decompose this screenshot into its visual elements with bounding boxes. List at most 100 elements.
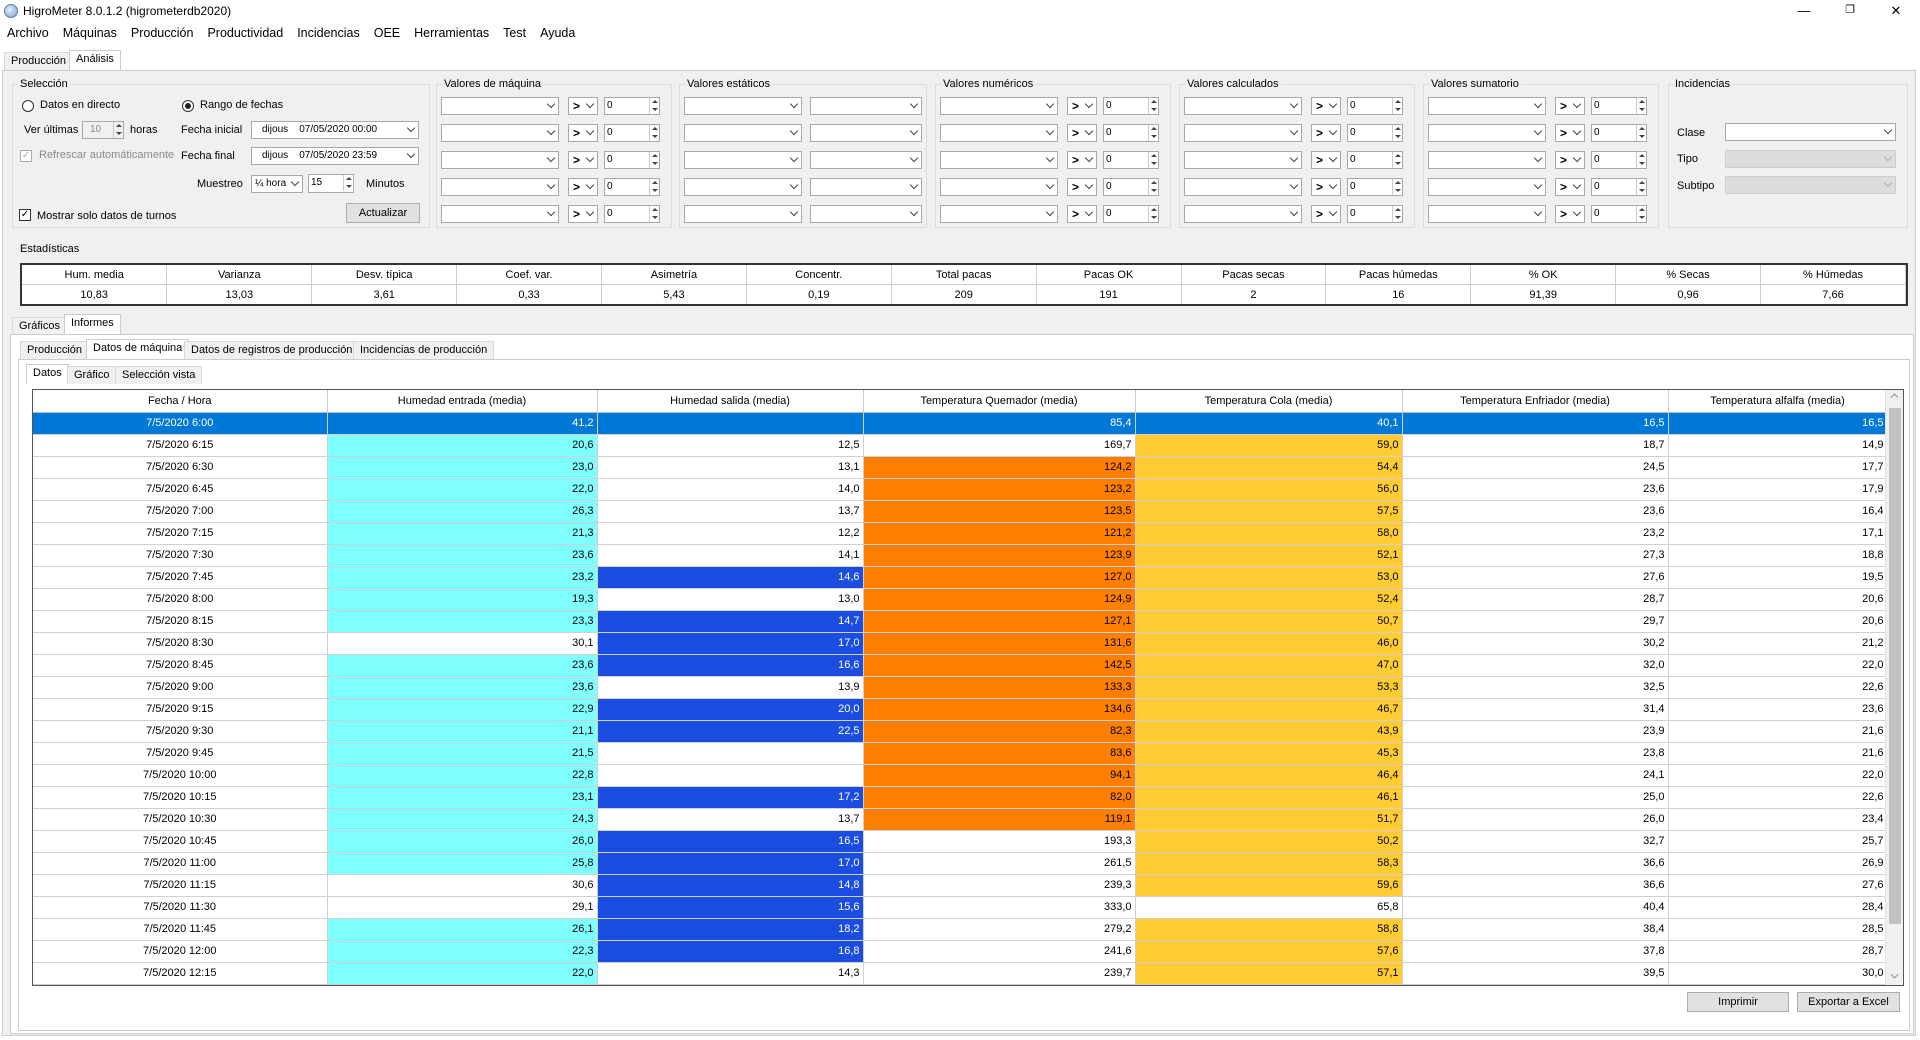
- table-cell[interactable]: 27,3: [1402, 544, 1669, 567]
- refrescar-checkbox[interactable]: ✓: [20, 150, 32, 162]
- table-cell[interactable]: 20,6: [327, 434, 598, 457]
- valores-estaticos-value-2[interactable]: [810, 124, 922, 142]
- valores-calculados-operator-4[interactable]: >: [1311, 178, 1341, 196]
- table-row[interactable]: 7/5/2020 7:45 23,2 14,6 127,0 53,0 27,6 19,5: [33, 566, 1888, 589]
- table-cell[interactable]: 13,9: [597, 676, 864, 699]
- valores-maquina-operator-4[interactable]: >: [568, 178, 598, 196]
- actualizar-button[interactable]: Actualizar: [346, 203, 420, 223]
- scroll-down-icon[interactable]: [1890, 970, 1899, 979]
- table-cell[interactable]: 17,9: [1668, 478, 1888, 501]
- column-header[interactable]: Humedad salida (media): [597, 390, 864, 413]
- table-row[interactable]: 7/5/2020 10:00 22,8 94,1 46,4 24,1 22,0: [33, 764, 1888, 787]
- table-cell[interactable]: [597, 412, 864, 435]
- table-cell[interactable]: 27,6: [1668, 874, 1888, 897]
- table-cell[interactable]: 24,5: [1402, 456, 1669, 479]
- table-cell[interactable]: 54,4: [1135, 456, 1403, 479]
- table-cell[interactable]: 7/5/2020 11:45: [33, 918, 328, 941]
- table-cell[interactable]: 17,0: [597, 852, 864, 875]
- scroll-thumb[interactable]: [1889, 408, 1901, 924]
- table-cell[interactable]: 14,1: [597, 544, 864, 567]
- table-cell[interactable]: 51,7: [1135, 808, 1403, 831]
- table-cell[interactable]: 14,0: [597, 478, 864, 501]
- tipo-select[interactable]: [1725, 150, 1896, 168]
- table-cell[interactable]: 94,1: [863, 764, 1136, 787]
- table-row[interactable]: 7/5/2020 8:00 19,3 13,0 124,9 52,4 28,7 20,6: [33, 588, 1888, 611]
- valores-calculados-threshold-5[interactable]: 0: [1347, 205, 1403, 223]
- table-cell[interactable]: 17,0: [597, 632, 864, 655]
- table-cell[interactable]: 131,6: [863, 632, 1136, 655]
- tab-graficos[interactable]: Gráficos: [12, 317, 67, 335]
- valores-numericos-threshold-5[interactable]: 0: [1103, 205, 1159, 223]
- table-cell[interactable]: 23,6: [1668, 698, 1888, 721]
- table-cell[interactable]: 23,2: [1402, 522, 1669, 545]
- valores-calculados-operator-5[interactable]: >: [1311, 205, 1341, 223]
- menu-oee[interactable]: OEE: [373, 26, 401, 40]
- table-cell[interactable]: 7/5/2020 11:15: [33, 874, 328, 897]
- scroll-up-icon[interactable]: [1890, 393, 1899, 402]
- valores-estaticos-field-2[interactable]: [684, 124, 802, 142]
- valores-sumatorio-operator-5[interactable]: >: [1555, 205, 1585, 223]
- muestreo-select[interactable]: ¼ hora: [251, 175, 303, 193]
- table-cell[interactable]: 134,6: [863, 698, 1136, 721]
- table-row[interactable]: 7/5/2020 7:00 26,3 13,7 123,5 57,5 23,6 16,4: [33, 500, 1888, 523]
- menu-archivo[interactable]: Archivo: [7, 26, 49, 40]
- table-cell[interactable]: 52,1: [1135, 544, 1403, 567]
- table-cell[interactable]: 24,1: [1402, 764, 1669, 787]
- table-cell[interactable]: 32,7: [1402, 830, 1669, 853]
- tab-seleccion-vista[interactable]: Selección vista: [115, 366, 203, 384]
- table-cell[interactable]: 7/5/2020 7:45: [33, 566, 328, 589]
- table-cell[interactable]: 13,1: [597, 456, 864, 479]
- valores-maquina-field-4[interactable]: [441, 178, 559, 196]
- table-cell[interactable]: 21,6: [1668, 720, 1888, 743]
- valores-maquina-field-1[interactable]: [441, 97, 559, 115]
- table-cell[interactable]: 58,8: [1135, 918, 1403, 941]
- column-header[interactable]: Temperatura Cola (media): [1135, 390, 1403, 413]
- table-cell[interactable]: 127,1: [863, 610, 1136, 633]
- valores-sumatorio-field-1[interactable]: [1428, 97, 1546, 115]
- table-cell[interactable]: 22,8: [327, 764, 598, 787]
- valores-maquina-threshold-5[interactable]: 0: [604, 205, 660, 223]
- valores-estaticos-value-5[interactable]: [810, 205, 922, 223]
- table-cell[interactable]: 7/5/2020 8:30: [33, 632, 328, 655]
- table-cell[interactable]: 24,3: [327, 808, 598, 831]
- valores-sumatorio-operator-2[interactable]: >: [1555, 124, 1585, 142]
- table-row[interactable]: 7/5/2020 11:45 26,1 18,2 279,2 58,8 38,4 28,5: [33, 918, 1888, 941]
- valores-maquina-operator-5[interactable]: >: [568, 205, 598, 223]
- valores-sumatorio-operator-4[interactable]: >: [1555, 178, 1585, 196]
- valores-sumatorio-operator-3[interactable]: >: [1555, 151, 1585, 169]
- table-cell[interactable]: 58,0: [1135, 522, 1403, 545]
- valores-maquina-threshold-1[interactable]: 0: [604, 97, 660, 115]
- table-cell[interactable]: 82,3: [863, 720, 1136, 743]
- table-cell[interactable]: 22,5: [597, 720, 864, 743]
- table-cell[interactable]: 239,3: [863, 874, 1136, 897]
- valores-calculados-field-5[interactable]: [1184, 205, 1302, 223]
- table-cell[interactable]: 22,0: [1668, 654, 1888, 677]
- valores-sumatorio-threshold-5[interactable]: 0: [1591, 205, 1647, 223]
- table-cell[interactable]: 40,1: [1135, 412, 1403, 435]
- table-cell[interactable]: 19,3: [327, 588, 598, 611]
- table-cell[interactable]: 7/5/2020 7:15: [33, 522, 328, 545]
- tab-grafico[interactable]: Gráfico: [67, 366, 117, 384]
- valores-sumatorio-field-5[interactable]: [1428, 205, 1546, 223]
- table-cell[interactable]: 21,6: [1668, 742, 1888, 765]
- table-cell[interactable]: 23,2: [327, 566, 598, 589]
- tab-incidencias-produccion[interactable]: Incidencias de producción: [353, 341, 495, 359]
- valores-numericos-threshold-2[interactable]: 0: [1103, 124, 1159, 142]
- vertical-scrollbar[interactable]: [1885, 390, 1903, 985]
- table-cell[interactable]: 36,6: [1402, 874, 1669, 897]
- table-cell[interactable]: 85,4: [863, 412, 1136, 435]
- table-cell[interactable]: 23,1: [327, 786, 598, 809]
- table-cell[interactable]: 7/5/2020 12:15: [33, 962, 328, 985]
- fecha-inicial-picker[interactable]: dijous 07/05/2020 00:00: [251, 121, 419, 139]
- table-cell[interactable]: 58,3: [1135, 852, 1403, 875]
- table-cell[interactable]: 13,7: [597, 500, 864, 523]
- table-cell[interactable]: 17,7: [1668, 456, 1888, 479]
- table-cell[interactable]: 82,0: [863, 786, 1136, 809]
- valores-estaticos-field-3[interactable]: [684, 151, 802, 169]
- table-cell[interactable]: 19,5: [1668, 566, 1888, 589]
- tab-datos-maquina[interactable]: Datos de máquina: [86, 339, 190, 359]
- table-cell[interactable]: 18,8: [1668, 544, 1888, 567]
- column-header[interactable]: Humedad entrada (media): [327, 390, 598, 413]
- valores-sumatorio-field-2[interactable]: [1428, 124, 1546, 142]
- table-cell[interactable]: 46,4: [1135, 764, 1403, 787]
